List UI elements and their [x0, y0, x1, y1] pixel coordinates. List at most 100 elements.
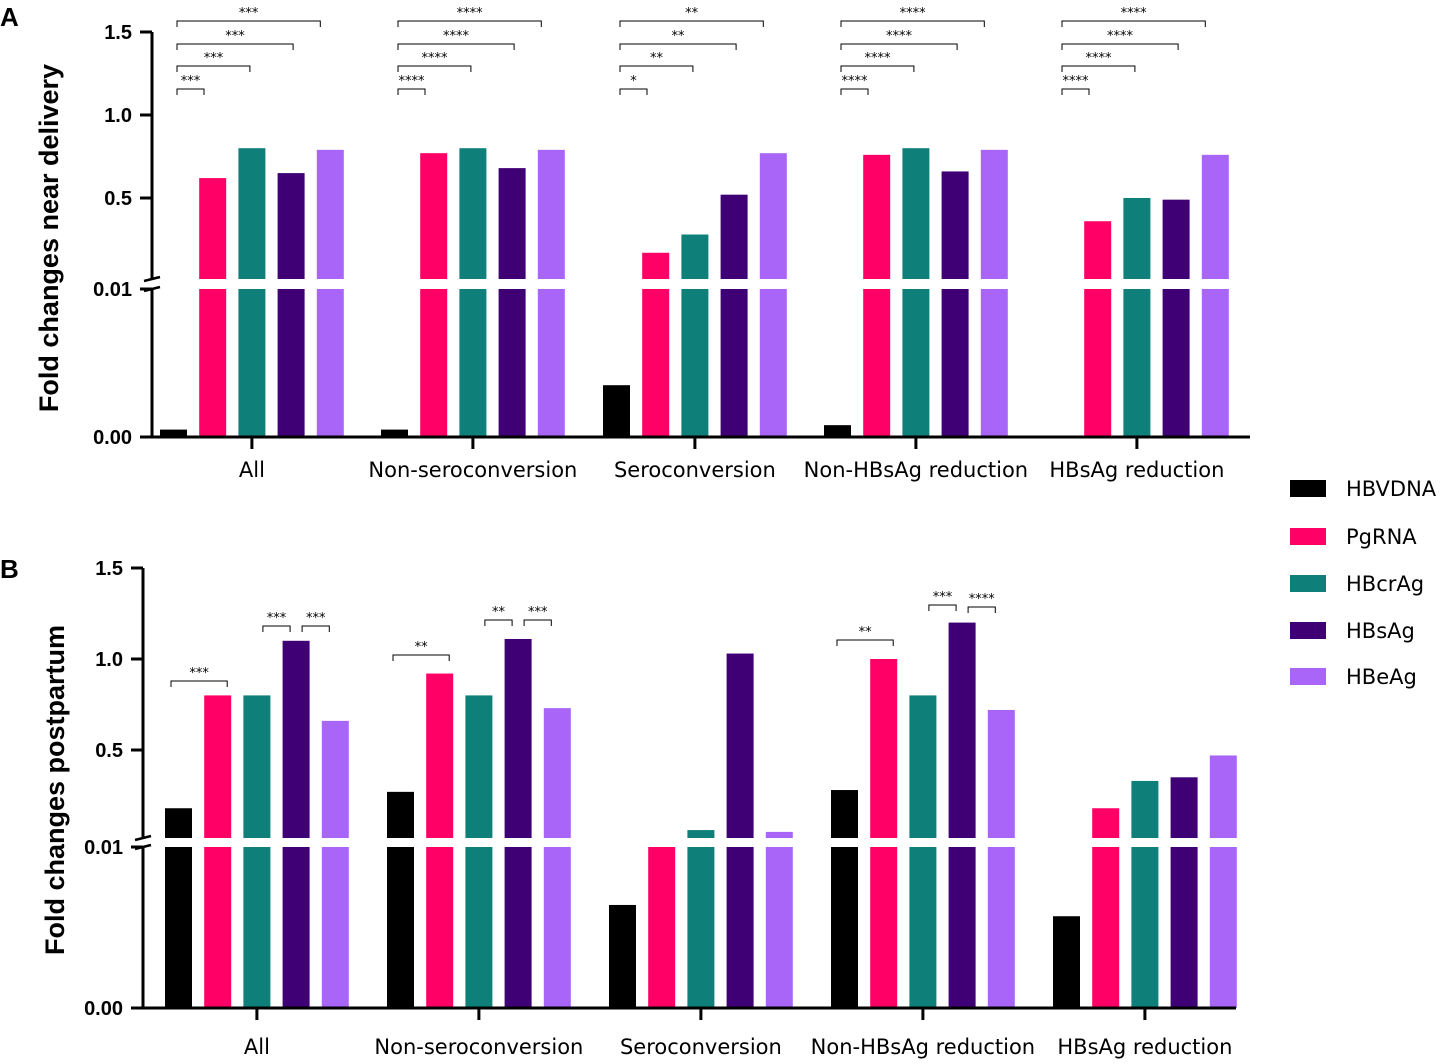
bar-hbvdna-b-3-lower: [831, 847, 858, 1008]
significance-label-a-15: ****: [900, 6, 927, 21]
bar-hbcrag-b-0-lower: [243, 847, 271, 1008]
bar-hbcrag-b-3-upper: [909, 695, 937, 838]
bar-hbvdna-b-1-lower: [387, 847, 414, 1008]
bar-pgrna-a-0-upper: [199, 178, 227, 279]
bar-hbcrag-a-1-lower: [459, 289, 487, 437]
significance-label-b-1: ***: [267, 611, 287, 626]
bar-hbcrag-b-0-upper: [243, 695, 271, 838]
category-label-b-1: Non-seroconversion: [374, 1035, 583, 1059]
panel-letter-a: A: [0, 2, 19, 32]
significance-label-a-18: ****: [1107, 29, 1134, 44]
significance-bracket-a-6: [397, 43, 515, 50]
chart-panel-b: 0.00 0.01 0.5 1.0 1.5 All Non-seroconversion Se…: [84, 558, 1237, 1059]
category-label-a-2: Seroconversion: [614, 458, 776, 482]
significance-label-b-5: ***: [528, 605, 548, 620]
significance-bracket-a-17: [1061, 65, 1136, 72]
bar-hbsag-a-1-upper: [498, 168, 526, 279]
panel-letter-b: B: [0, 554, 19, 584]
bar-hbeag-a-2-upper: [759, 153, 787, 279]
bar-pgrna-b-1-lower: [426, 847, 454, 1008]
bar-hbsag-a-2-upper: [720, 194, 748, 279]
bar-hbeag-a-1-upper: [537, 149, 565, 279]
bar-hbsag-a-1-lower: [498, 289, 526, 437]
significance-bracket-b-6: [836, 639, 894, 646]
axis-break-mark-b-top: [134, 834, 152, 842]
legend-swatch-hbsag: [1290, 622, 1326, 639]
significance-label-a-14: ****: [886, 29, 913, 44]
bar-hbsag-a-0-upper: [277, 173, 305, 279]
y-tick-label-a-2: 0.5: [104, 188, 132, 210]
bar-hbvdna-b-4: [1053, 916, 1080, 1008]
bar-hbvdna-a-0: [160, 429, 187, 437]
significance-label-b-8: ****: [969, 592, 996, 607]
bar-hbcrag-b-1-lower: [465, 847, 493, 1008]
bar-pgrna-a-1-lower: [420, 289, 448, 437]
bar-pgrna-a-0-lower: [199, 289, 227, 437]
significance-bracket-a-5: [397, 65, 472, 72]
significance-label-a-5: ****: [421, 51, 448, 66]
bar-hbeag-b-0-lower: [321, 847, 349, 1008]
significance-bracket-a-19: [1061, 20, 1206, 27]
bar-hbvdna-b-1-upper: [387, 791, 414, 838]
bar-hbcrag-a-1-upper: [459, 148, 487, 279]
significance-label-a-12: ****: [842, 74, 869, 89]
bar-pgrna-a-1-upper: [420, 153, 448, 279]
bar-pgrna-a-4-upper: [1084, 221, 1112, 279]
y-tick-label-b-1: 0.01: [84, 837, 123, 859]
significance-label-a-7: ****: [457, 6, 484, 21]
y-tick-label-b-0: 0.00: [84, 998, 123, 1020]
y-tick-label-a-0: 0.00: [93, 427, 132, 449]
significance-label-a-3: ***: [239, 6, 259, 21]
bar-hbsag-a-4-lower: [1162, 289, 1190, 437]
bar-hbvdna-b-0-lower: [165, 847, 192, 1008]
category-label-a-3: Non-HBsAg reduction: [804, 458, 1028, 482]
bar-hbsag-a-2-lower: [720, 289, 748, 437]
category-label-a-0: All: [239, 458, 265, 482]
bar-hbsag-b-3-upper: [948, 622, 976, 838]
bar-hbsag-b-1-lower: [504, 847, 532, 1008]
legend-label-hbeag: HBeAg: [1346, 665, 1417, 689]
bar-hbeag-a-4-lower: [1201, 289, 1229, 437]
y-tick-label-b-3: 1.0: [95, 649, 123, 671]
bar-pgrna-b-3-upper: [870, 659, 898, 838]
bar-hbeag-b-1-lower: [543, 847, 571, 1008]
significance-bracket-b-7: [928, 604, 957, 611]
bar-pgrna-b-4-upper: [1092, 808, 1120, 838]
bar-hbvdna-b-0-upper: [165, 808, 192, 838]
bar-pgrna-a-2-lower: [642, 289, 670, 437]
significance-bracket-b-0: [170, 680, 228, 687]
legend: HBVDNA PgRNA HBcrAg HBsAg HBeAg: [1290, 477, 1437, 689]
significance-bracket-b-8: [967, 606, 996, 613]
bar-hbcrag-b-4-lower: [1131, 847, 1159, 1008]
significance-bracket-b-2: [301, 625, 330, 632]
bar-hbeag-b-4-lower: [1209, 847, 1237, 1008]
legend-swatch-hbvdna: [1290, 480, 1326, 497]
significance-label-a-11: **: [685, 6, 699, 21]
significance-bracket-a-0: [176, 88, 205, 95]
bar-hbvdna-a-3: [824, 425, 851, 437]
bar-hbcrag-a-3-upper: [902, 148, 930, 279]
bar-hbsag-b-0-lower: [282, 847, 310, 1008]
significance-bracket-a-14: [840, 43, 958, 50]
bar-hbsag-a-0-lower: [277, 289, 305, 437]
significance-bracket-a-9: [619, 65, 694, 72]
chart-panel-a: 0.00 0.01 0.5 1.0 1.5 All Non-seroconversion Se…: [93, 6, 1250, 482]
significance-label-a-9: **: [650, 51, 664, 66]
bar-hbeag-a-3-lower: [980, 289, 1008, 437]
significance-label-a-6: ****: [443, 29, 470, 44]
bar-hbcrag-a-0-upper: [238, 148, 266, 279]
bar-hbeag-a-2-lower: [759, 289, 787, 437]
bar-hbcrag-b-4-upper: [1131, 780, 1159, 838]
significance-label-b-2: ***: [306, 611, 326, 626]
bar-hbvdna-b-3-upper: [831, 790, 858, 838]
legend-label-hbvdna: HBVDNA: [1346, 477, 1437, 501]
significance-bracket-a-3: [176, 20, 321, 27]
significance-bracket-b-1: [262, 625, 291, 632]
y-axis-title-a: Fold changes near delivery: [34, 64, 64, 412]
bar-hbcrag-b-1-upper: [465, 695, 493, 838]
significance-bracket-a-13: [840, 65, 915, 72]
bar-pgrna-b-2: [648, 847, 676, 1008]
bar-hbeag-a-4-upper: [1201, 154, 1229, 279]
bar-hbcrag-b-2-lower: [687, 847, 715, 1008]
